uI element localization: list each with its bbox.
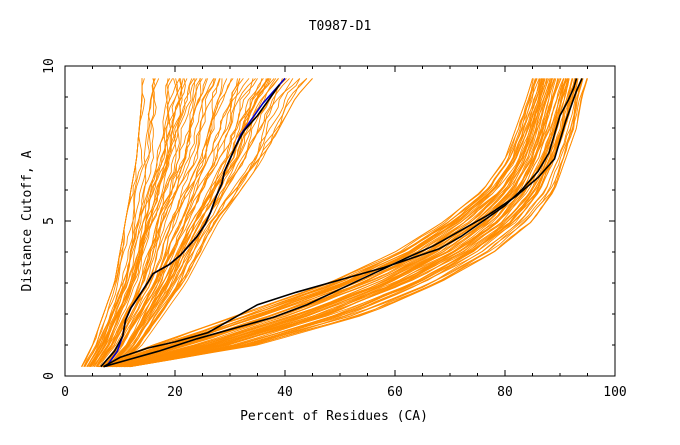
x-tick-label: 100 — [603, 385, 626, 400]
background-series-line-band-a — [108, 78, 269, 367]
background-series-line-band-a — [90, 78, 188, 367]
background-series-line-band-b — [101, 78, 537, 368]
y-tick-label: 5 — [42, 217, 57, 225]
background-series-line-band-a — [96, 78, 207, 367]
background-series-line-band-a — [101, 78, 223, 367]
background-series-line-band-a — [111, 78, 287, 367]
background-series-line-band-b — [115, 78, 557, 368]
background-series-line-band-a — [114, 78, 283, 368]
background-series-layer — [81, 78, 588, 368]
background-series-line-band-b — [102, 78, 542, 368]
x-tick-label: 40 — [277, 385, 293, 400]
background-series-line-band-a — [114, 78, 285, 367]
background-series-line-band-b — [116, 78, 560, 368]
background-series-line-band-b — [129, 78, 582, 368]
background-series-line-band-b — [115, 78, 562, 368]
background-series-line-band-a — [118, 78, 308, 368]
y-tick-label: 10 — [42, 58, 57, 74]
chart-title: T0987-D1 — [309, 19, 372, 34]
background-series-line-band-a — [107, 78, 256, 368]
x-tick-label: 20 — [167, 385, 183, 400]
background-series-line-band-b — [103, 78, 541, 368]
x-axis-label: Percent of Residues (CA) — [240, 409, 428, 424]
x-tick-label: 60 — [387, 385, 403, 400]
background-series-line-band-a — [116, 78, 301, 368]
background-series-line-band-b — [116, 78, 566, 368]
highlight-series-line-3 — [103, 78, 578, 368]
highlight-series-line-4 — [103, 78, 583, 368]
background-series-line-band-b — [100, 78, 538, 368]
x-tick-label: 0 — [61, 385, 69, 400]
background-series-line-band-a — [92, 78, 193, 367]
background-series-line-band-a — [100, 78, 221, 367]
background-series-line-band-b — [124, 78, 577, 368]
background-series-line-band-b — [109, 78, 550, 368]
background-series-line-band-a — [83, 78, 145, 367]
background-series-line-band-b — [98, 78, 534, 368]
background-series-line-band-b — [128, 78, 583, 368]
y-axis-label: Distance Cutoff, A — [20, 150, 35, 291]
background-series-line-band-a — [95, 78, 198, 367]
background-series-line-band-a — [92, 78, 186, 367]
x-tick-label: 80 — [497, 385, 513, 400]
background-series-line-band-a — [93, 78, 209, 367]
background-series-line-band-a — [94, 78, 184, 367]
background-series-line-band-a — [86, 78, 178, 367]
background-series-line-band-b — [105, 78, 543, 368]
background-series-line-band-b — [122, 78, 573, 368]
background-series-line-band-a — [103, 78, 228, 367]
background-series-line-band-a — [105, 78, 241, 367]
background-series-line-band-b — [124, 78, 575, 368]
background-series-line-band-a — [88, 78, 182, 367]
tick-layer: 0 20 40 60 80 100 0 5 10 — [42, 58, 627, 400]
background-series-line-band-b — [127, 78, 583, 368]
background-series-line-band-a — [84, 78, 156, 367]
background-series-line-band-b — [129, 78, 588, 368]
y-tick-label: 0 — [42, 372, 57, 380]
background-series-line-band-a — [104, 78, 240, 367]
background-series-line-band-a — [116, 78, 290, 368]
background-series-line-band-a — [102, 78, 234, 367]
highlight-series-line-2 — [100, 84, 281, 368]
background-series-line-band-b — [104, 78, 544, 368]
background-series-line-band-b — [117, 78, 565, 368]
background-series-line-band-a — [118, 78, 313, 368]
background-series-line-band-b — [127, 78, 578, 368]
background-series-line-band-b — [119, 78, 567, 368]
background-series-line-band-b — [112, 78, 555, 368]
background-series-line-band-a — [95, 78, 202, 367]
highlight-series-layer — [100, 77, 583, 368]
background-series-line-band-b — [119, 78, 570, 368]
background-series-line-band-a — [87, 78, 171, 367]
